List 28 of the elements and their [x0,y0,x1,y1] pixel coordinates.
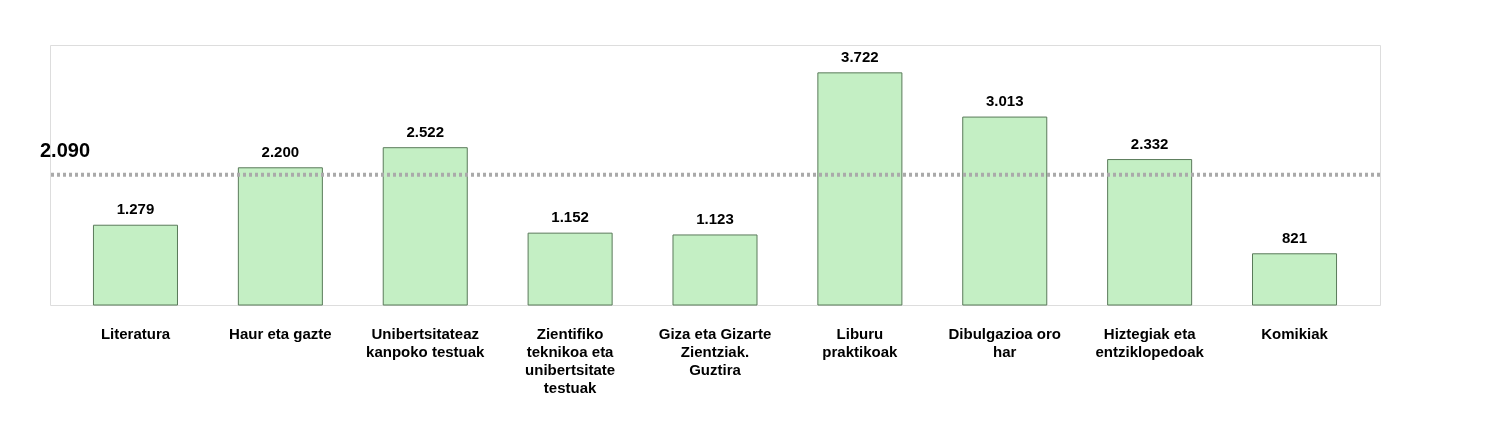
x-tick-label: Dibulgazioa oro har [948,325,1062,360]
data-label: 3.013 [985,92,1024,110]
bar [382,147,468,306]
data-label: 2.200 [261,142,300,160]
x-tick-label: Literatura [100,325,171,342]
bar [962,116,1048,306]
data-label: 821 [1282,228,1308,246]
data-label: 1.279 [116,200,155,218]
bar [237,167,323,306]
bar [1252,253,1338,306]
x-tick-label: Komikiak [1261,325,1329,342]
ref-line-label: 2.090 [40,138,91,161]
bar [1107,159,1193,306]
x-tick-label: Hiztegiak eta entziklopedoak [1095,325,1205,360]
bar [672,234,758,306]
bar [92,224,178,306]
x-tick-label: Haur eta gazte [229,325,332,342]
bar [817,72,903,306]
x-tick-label: Liburu praktikoak [822,325,899,360]
x-tick-label: Zientifiko teknikoa eta unibertsitate testuak [525,325,616,396]
data-label: 2.332 [1130,134,1169,152]
data-label: 3.722 [841,47,879,65]
data-label: 1.152 [551,208,589,226]
x-tick-label: Unibertsitateaz kanpoko testuak [366,325,486,360]
bar [527,232,613,306]
x-tick-label: Giza eta Gizarte Zientziak. Guztira [658,325,772,378]
data-label: 2.522 [406,122,445,140]
data-label: 1.123 [696,209,734,227]
